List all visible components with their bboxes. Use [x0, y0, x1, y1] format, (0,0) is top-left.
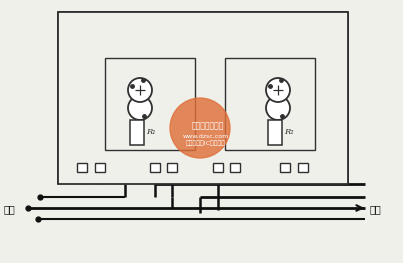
Bar	[105, 58, 195, 150]
Text: R₁: R₁	[146, 129, 156, 136]
Circle shape	[128, 96, 152, 120]
Bar	[268, 120, 282, 145]
Bar	[95, 163, 105, 171]
Bar	[130, 120, 144, 145]
Bar	[298, 163, 308, 171]
Bar	[58, 12, 348, 184]
Text: R₂: R₂	[284, 129, 294, 136]
Circle shape	[266, 96, 290, 120]
Circle shape	[128, 78, 152, 102]
Text: 全球最专业IC采购网站: 全球最专业IC采购网站	[186, 140, 226, 146]
Bar	[230, 163, 240, 171]
Bar	[280, 163, 290, 171]
Circle shape	[266, 78, 290, 102]
Bar	[150, 163, 160, 171]
Bar	[213, 163, 223, 171]
Text: 疵源: 疵源	[4, 204, 16, 214]
Bar	[77, 163, 87, 171]
Text: www.dzsc.com: www.dzsc.com	[183, 134, 229, 139]
Bar	[167, 163, 177, 171]
Text: 负荷: 负荷	[370, 204, 382, 214]
Text: 维库电子市场网: 维库电子市场网	[192, 122, 224, 130]
Circle shape	[170, 98, 230, 158]
Bar	[225, 58, 315, 150]
